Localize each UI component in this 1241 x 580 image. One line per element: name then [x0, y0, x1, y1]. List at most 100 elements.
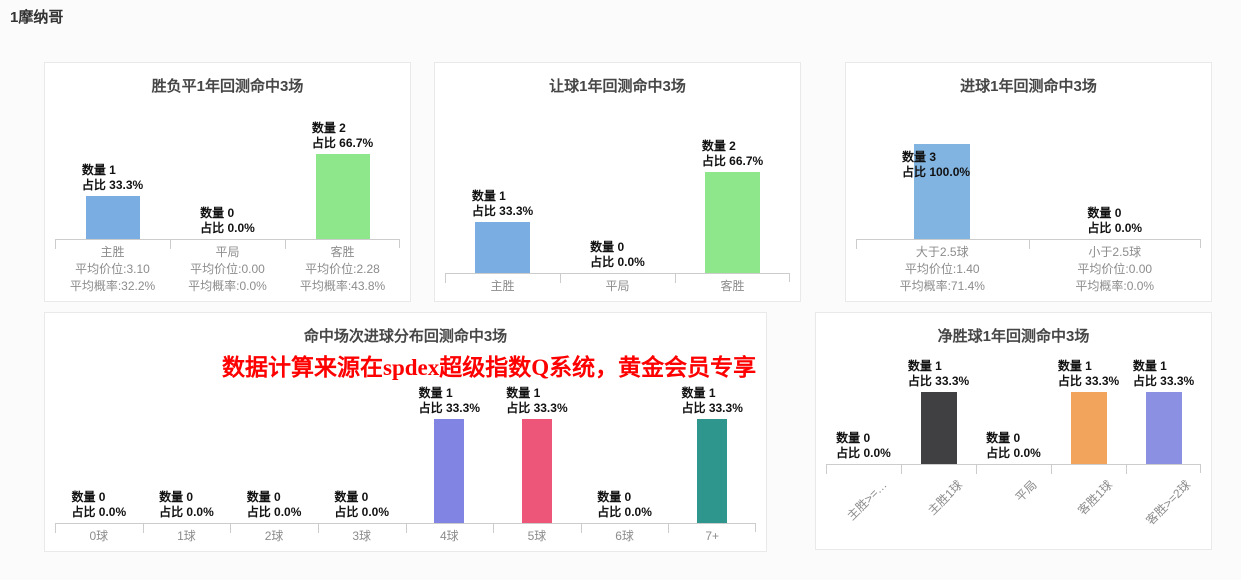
bar-value-label: 数量 2 占比 66.7% — [701, 139, 764, 168]
bar-value-label: 数量 0 占比 0.0% — [590, 240, 645, 269]
x-axis-label: 大于2.5球 平均价位:1.40 平均概率:71.4% — [856, 239, 1029, 295]
chart-title: 胜负平1年回测命中3场 — [151, 78, 304, 95]
x-axis-sublabel: 平均概率:71.4% — [899, 279, 985, 293]
x-axis: 大于2.5球 平均价位:1.40 平均概率:71.4% 小于2.5球 平均价位:0.00… — [856, 239, 1201, 295]
x-axis-sublabel: 平均概率:43.8% — [299, 279, 386, 293]
x-axis-label: 6球 — [580, 523, 669, 545]
bar-column: 数量 1 占比 33.3% — [55, 163, 170, 239]
bar-value-label: 数量 1 占比 33.3% — [81, 163, 144, 192]
bar-column: 数量 0 占比 0.0% — [318, 490, 406, 523]
bar — [705, 172, 760, 273]
x-axis-label: 平局 — [560, 273, 675, 295]
plot-area: 数量 0 占比 0.0% 数量 0 占比 0.0% 数量 0 占比 0.0% 数量 0 占比 … — [53, 346, 758, 523]
bar — [315, 154, 370, 239]
bar-column: 数量 0 占比 0.0% — [230, 490, 318, 523]
bar — [475, 222, 530, 273]
bar-column: 数量 1 占比 33.3% — [1126, 359, 1201, 464]
x-axis-label: 5球 — [493, 523, 581, 545]
plot-area: 数量 0 占比 0.0% 数量 1 占比 33.3% 数量 0 占比 0.0% 数量 1 占比… — [824, 346, 1203, 464]
x-axis-label: 1球 — [142, 523, 231, 545]
bar-column: 数量 0 占比 0.0% — [560, 240, 675, 273]
bar-column: 数量 0 占比 0.0% — [1029, 206, 1202, 239]
bar-column: 数量 1 占比 33.3% — [406, 386, 494, 523]
x-axis-label: 客胜>=2球 — [1126, 464, 1201, 543]
bar-column: 数量 1 占比 33.3% — [668, 386, 756, 523]
x-axis-sublabel: 平均价位:3.10 — [75, 262, 150, 276]
x-axis-label: 主胜1球 — [901, 464, 976, 543]
x-axis-label: 客胜1球 — [1051, 464, 1126, 543]
panel-goals-over-under: 进球1年回测命中3场 数量 3 占比 100.0% 数量 0 占比 0.0% 大于2.… — [845, 62, 1212, 302]
plot-area: 数量 1 占比 33.3% 数量 0 占比 0.0% 数量 2 占比 66.7% — [443, 96, 792, 273]
panel-goal-distribution: 命中场次进球分布回测命中3场 数量 0 占比 0.0% 数量 0 占比 0.0% 数量 … — [44, 312, 767, 552]
chart-title: 命中场次进球分布回测命中3场 — [303, 328, 508, 345]
bar-value-label: 数量 0 占比 0.0% — [1087, 206, 1143, 235]
x-axis-label: 主胜>=… — [826, 464, 901, 543]
x-axis: 0球 1球 2球 3球 4球 5球 6球 7+ — [55, 523, 756, 545]
bar-column: 数量 0 占比 0.0% — [826, 431, 901, 464]
page-header: 1摩纳哥 — [10, 6, 63, 27]
x-axis: 主胜 平均价位:3.10 平均概率:32.2% 平局 平均价位:0.00 平均概率:0.0… — [55, 239, 400, 295]
x-axis: 主胜>=… 主胜1球 平局 客胜1球 客胜>=2球 — [826, 464, 1201, 543]
x-axis-sublabel: 平均价位:0.00 — [1077, 262, 1153, 276]
bar-value-label: 数量 0 占比 0.0% — [246, 490, 302, 519]
bar-value-label: 数量 1 占比 33.3% — [471, 189, 534, 218]
chart-title: 让球1年回测命中3场 — [549, 78, 686, 95]
bar-value-label: 数量 1 占比 33.3% — [506, 386, 568, 415]
bar-value-label: 数量 1 占比 33.3% — [1132, 359, 1195, 388]
x-axis-sublabel: 平均概率:0.0% — [188, 279, 267, 293]
bar-value-label: 数量 1 占比 33.3% — [1057, 359, 1120, 388]
x-axis-label: 平局 — [976, 464, 1051, 543]
bar-column: 数量 1 占比 33.3% — [901, 359, 976, 464]
x-axis-label: 3球 — [317, 523, 406, 545]
panel-handicap: 让球1年回测命中3场 数量 1 占比 33.3% 数量 0 占比 0.0% 数量 2 占比… — [434, 62, 801, 302]
bar-value-label: 数量 0 占比 0.0% — [159, 490, 214, 519]
bar — [85, 196, 140, 239]
bar-column: 数量 1 占比 33.3% — [1051, 359, 1126, 464]
x-axis-label: 主胜 平均价位:3.10 平均概率:32.2% — [55, 239, 170, 295]
x-axis-label: 7+ — [668, 523, 756, 545]
x-axis-label: 客胜 — [675, 273, 790, 295]
bar-column: 数量 0 占比 0.0% — [143, 490, 231, 523]
bar — [434, 419, 465, 523]
x-axis-sublabel: 平均价位:2.28 — [305, 262, 380, 276]
bar-value-label: 数量 0 占比 0.0% — [200, 206, 255, 235]
bar-column: 数量 1 占比 33.3% — [445, 189, 560, 273]
bar — [920, 392, 957, 464]
bar-value-label: 数量 0 占比 0.0% — [986, 431, 1041, 460]
bar-column: 数量 2 占比 66.7% — [675, 139, 790, 273]
plot-area: 数量 3 占比 100.0% 数量 0 占比 0.0% — [854, 96, 1203, 239]
x-axis-sublabel: 平均价位:0.00 — [190, 262, 265, 276]
bar-value-label: 数量 0 占比 0.0% — [71, 490, 127, 519]
bar-value-label: 数量 2 占比 66.7% — [311, 121, 374, 150]
bar-value-label: 数量 0 占比 0.0% — [334, 490, 390, 519]
x-axis-label: 小于2.5球 平均价位:0.00 平均概率:0.0% — [1028, 239, 1202, 295]
chart-title: 进球1年回测命中3场 — [960, 78, 1097, 95]
bar-column: 数量 1 占比 33.3% — [493, 386, 581, 523]
page-title: 1摩纳哥 — [10, 9, 64, 26]
x-axis-label: 2球 — [230, 523, 318, 545]
bar — [914, 144, 971, 239]
bar-value-label: 数量 1 占比 33.3% — [907, 359, 970, 388]
bar-value-label: 数量 1 占比 33.3% — [418, 386, 480, 415]
bar — [1070, 392, 1107, 464]
bar-value-label: 数量 0 占比 0.0% — [597, 490, 652, 519]
x-axis-label: 主胜 — [445, 273, 560, 295]
x-axis-label: 0球 — [55, 523, 143, 545]
x-axis-sublabel: 平均价位:1.40 — [904, 262, 980, 276]
plot-area: 数量 1 占比 33.3% 数量 0 占比 0.0% 数量 2 占比 66.7% — [53, 96, 402, 239]
bar-value-label: 数量 3 占比 100.0% — [902, 150, 971, 179]
bar-column: 数量 0 占比 0.0% — [976, 431, 1051, 464]
bar-column: 数量 2 占比 66.7% — [285, 121, 400, 239]
x-axis-label: 平局 平均价位:0.00 平均概率:0.0% — [170, 239, 285, 295]
x-axis: 主胜 平局 客胜 — [445, 273, 790, 295]
chart-title: 净胜球1年回测命中3场 — [937, 328, 1090, 345]
bar — [697, 419, 728, 523]
x-axis-label: 客胜 平均价位:2.28 平均概率:43.8% — [285, 239, 400, 295]
x-axis-label: 4球 — [405, 523, 494, 545]
bar-column: 数量 3 占比 100.0% — [856, 144, 1029, 239]
x-axis-sublabel: 平均概率:0.0% — [1075, 279, 1155, 293]
bar-value-label: 数量 1 占比 33.3% — [681, 386, 743, 415]
bar-value-label: 数量 0 占比 0.0% — [836, 431, 891, 460]
